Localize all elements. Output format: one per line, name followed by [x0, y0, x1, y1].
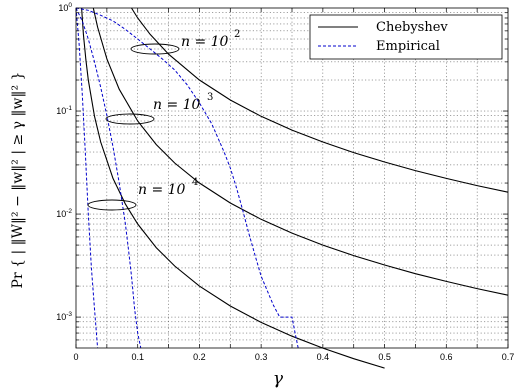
series-layer [75, 7, 509, 369]
legend-label-chebyshev: Chebyshev [376, 20, 448, 35]
x-tick-label: 0.3 [255, 352, 268, 362]
annotation-n-100: n = 10 2 [130, 29, 240, 55]
x-tick-label: 0 [73, 352, 78, 362]
empirical-line-n-100 [75, 7, 299, 349]
annotation-n-10000: n = 10 4 [87, 177, 198, 211]
annotation-exp-n-1000: 3 [207, 92, 213, 103]
chebyshev-line-n-100 [131, 7, 509, 193]
x-tick-label: 0.6 [440, 352, 453, 362]
annotation-ellipse-n-100 [130, 43, 180, 55]
y-axis-label: Pr { | ‖W‖² − ‖w‖² | ≥ γ ‖w‖² } [10, 72, 26, 289]
y-tick-label: 100 [58, 2, 72, 13]
legend-box [309, 14, 503, 60]
x-tick-label: 0.5 [378, 352, 391, 362]
chebyshev-line-n-10000 [81, 7, 385, 369]
annotation-label-n-10000: n = 10 [138, 182, 186, 198]
x-tick-label: 0.2 [193, 352, 206, 362]
annotation-label-n-1000: n = 10 [153, 97, 201, 113]
y-tick-label: 10-2 [56, 208, 72, 219]
x-axis-label: γ [273, 369, 284, 388]
annotation-n-1000: n = 10 3 [105, 92, 213, 125]
tick-layer: 0 0.1 0.2 0.3 0.4 0.5 0.6 0.7 100 10-1 10-2 10-3 [56, 2, 514, 362]
annotation-ellipse-n-10000 [87, 199, 137, 211]
annotation-exp-n-10000: 4 [192, 177, 198, 188]
annotation-ellipse-n-1000 [105, 113, 155, 125]
empirical-line-n-10000 [75, 7, 99, 349]
x-tick-label: 0.4 [317, 352, 330, 362]
annotation-label-n-100: n = 10 [181, 34, 229, 50]
annotation-exp-n-100: 2 [234, 29, 240, 40]
y-tick-label: 10-1 [56, 105, 72, 116]
x-tick-label: 0.7 [502, 352, 515, 362]
y-tick-label: 10-3 [56, 311, 72, 322]
legend: Chebyshev Empirical [309, 14, 503, 60]
chebyshev-line-n-1000 [92, 7, 509, 296]
empirical-line-n-1000 [75, 7, 142, 349]
x-tick-label: 0.1 [131, 352, 144, 362]
legend-label-empirical: Empirical [376, 39, 440, 54]
